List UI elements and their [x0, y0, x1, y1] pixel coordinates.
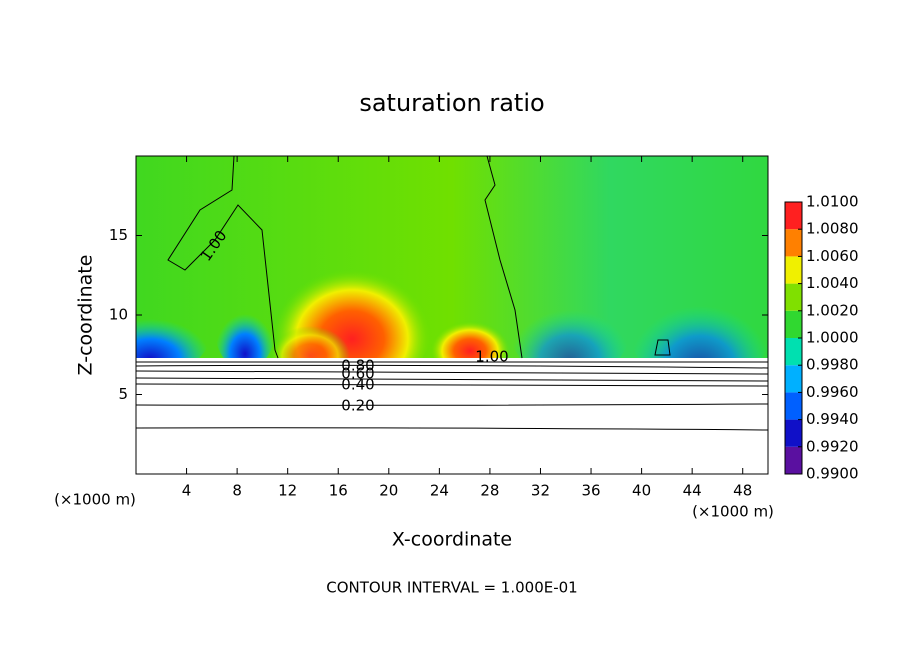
y-tick-label: 10: [109, 306, 128, 324]
x-tick-label: 4: [182, 482, 192, 500]
colorbar-tick-label: 0.9960: [806, 383, 859, 401]
colorbar-tick-label: 0.9980: [806, 356, 859, 374]
colorbar-tick-label: 0.9940: [806, 410, 859, 428]
colorbar-tick-label: 1.0100: [806, 193, 859, 211]
colorbar-swatch: [785, 229, 802, 257]
colorbar-swatch: [785, 446, 802, 474]
x-tick-label: 44: [683, 482, 702, 500]
x-tick-label: 24: [430, 482, 449, 500]
x-tick-label: 8: [232, 482, 242, 500]
x-unit: (×1000 m): [692, 503, 774, 521]
colorbar-swatch: [785, 365, 802, 393]
colorbar-tick-label: 0.9900: [806, 465, 859, 483]
x-tick-label: 32: [531, 482, 550, 500]
colorbar-tick-label: 1.0020: [806, 301, 859, 319]
x-axis-label: X-coordinate: [392, 529, 512, 551]
x-tick-label: 40: [632, 482, 651, 500]
colorbar-tick-label: 0.9920: [806, 437, 859, 455]
contour-label: 0.80: [341, 357, 374, 375]
chart-title: saturation ratio: [359, 89, 544, 117]
contour-label: 0.40: [341, 376, 374, 394]
annotation: CONTOUR INTERVAL = 1.000E-01: [326, 579, 577, 597]
x-tick-label: 16: [329, 482, 348, 500]
x-unit: (×1000 m): [54, 491, 136, 509]
colorbar-swatch: [785, 419, 802, 447]
y-axis-label: Z-coordinate: [75, 255, 97, 376]
x-tick-label: 36: [581, 482, 600, 500]
colorbar-tick-label: 1.0040: [806, 274, 859, 292]
colorbar-swatch: [785, 202, 802, 230]
colorbar-swatch: [785, 338, 802, 366]
y-tick-label: 5: [118, 385, 128, 403]
x-tick-label: 12: [278, 482, 297, 500]
contour-label: 0.60: [341, 365, 374, 383]
x-tick-label: 48: [733, 482, 752, 500]
contour-label: 0.20: [341, 397, 374, 415]
colorbar-tick-label: 1.0060: [806, 247, 859, 265]
colorbar-swatch: [785, 283, 802, 311]
y-tick-label: 15: [109, 226, 128, 244]
colorbar-swatch: [785, 392, 802, 420]
colorbar-swatch: [785, 256, 802, 284]
x-tick-label: 28: [480, 482, 499, 500]
x-tick-label: 20: [379, 482, 398, 500]
colorbar-tick-label: 1.0080: [806, 220, 859, 238]
colorbar-tick-label: 1.0000: [806, 329, 859, 347]
field: [136, 156, 768, 474]
colorbar-swatch: [785, 310, 802, 338]
contour-label: 1.00: [475, 348, 508, 366]
